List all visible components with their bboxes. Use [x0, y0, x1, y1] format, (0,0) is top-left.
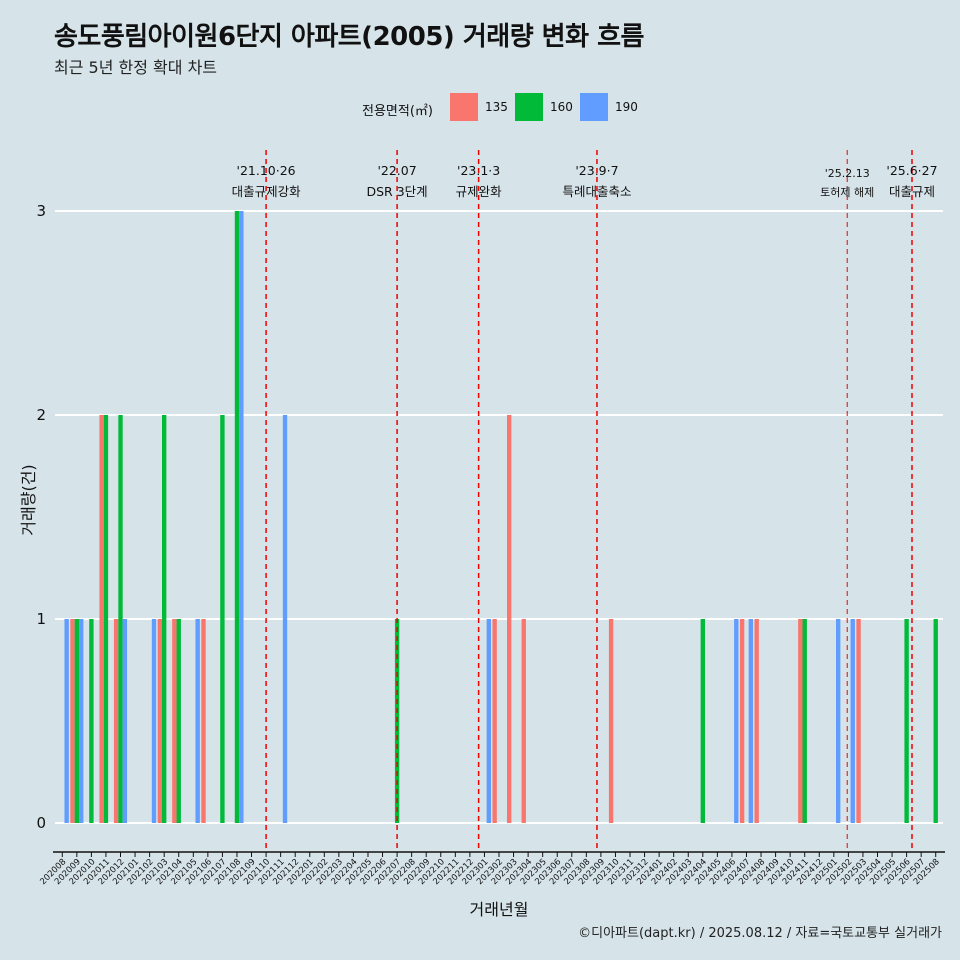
bar-135-202011 — [99, 415, 104, 823]
bar-190-202012 — [122, 619, 128, 823]
event-label-202207: DSR 3단계 — [367, 184, 428, 199]
bar-190-202009 — [79, 619, 84, 823]
bar-135-202407 — [739, 619, 745, 823]
bar-160-202010 — [89, 619, 94, 823]
event-date-202207: '22.07 — [377, 163, 416, 178]
legend-label-135: 135 — [485, 100, 508, 114]
bar-190-202102 — [151, 619, 157, 823]
y-tick-label: 3 — [36, 202, 46, 220]
bar-160-202411 — [802, 619, 807, 823]
bar-135-202503 — [856, 619, 861, 823]
event-label-202506: 대출규제 — [889, 184, 935, 199]
bar-135-202302 — [492, 619, 497, 823]
event-date-202110: '21.10·26 — [237, 163, 296, 178]
chart-title: 송도풍림아이원6단지 아파트(2005) 거래량 변화 흐름 — [54, 22, 644, 52]
bar-160-202012 — [118, 415, 123, 823]
bar-135-202303 — [507, 415, 512, 823]
chart-subtitle: 최근 5년 한정 확대 차트 — [54, 58, 218, 77]
event-label-202309: 특례대출축소 — [562, 184, 631, 199]
event-label-202110: 대출규제강화 — [232, 184, 302, 199]
legend-label-190: 190 — [615, 100, 638, 114]
bar-190-202105 — [195, 619, 200, 823]
bar-190-202407 — [748, 619, 754, 823]
source-caption: ©디아파트(dapt.kr) / 2025.08.12 / 자료=국토교통부 실… — [578, 926, 942, 941]
y-tick-label: 1 — [36, 610, 46, 628]
bar-135-202012 — [113, 619, 119, 823]
bar-160-202107 — [220, 415, 225, 823]
bar-135-202106 — [201, 619, 206, 823]
bar-135-202104 — [172, 619, 177, 823]
legend-key-190 — [580, 93, 608, 121]
event-label-202502: 토허제 해제 — [820, 185, 874, 199]
event-date-202301: '23.1·3 — [457, 163, 500, 178]
bar-135-202408 — [754, 619, 759, 823]
event-date-202506: '25.6·27 — [886, 163, 937, 178]
legend: 전용면적(㎡) 135 160 190 — [0, 92, 960, 122]
bar-160-202506 — [904, 619, 909, 823]
bar-160-202404 — [700, 619, 705, 823]
legend-label-160: 160 — [550, 100, 573, 114]
bar-160-202108 — [234, 211, 240, 823]
y-tick-label: 0 — [36, 814, 46, 832]
bar-190-202301 — [486, 619, 491, 823]
bar-190-202108 — [239, 211, 244, 823]
bar-135-202304 — [521, 619, 526, 823]
event-date-202309: '23.9·7 — [575, 163, 618, 178]
bar-160-202009 — [74, 619, 80, 823]
event-label-202301: 규제완화 — [456, 184, 503, 199]
bar-160-202011 — [103, 415, 109, 823]
legend-key-160 — [515, 93, 543, 121]
bar-135-202009 — [70, 619, 75, 823]
bar-135-202103 — [157, 619, 162, 823]
event-date-202502: '25.2.13 — [825, 167, 870, 180]
bar-135-202310 — [608, 619, 614, 823]
bar-190-202406 — [734, 619, 739, 823]
bar-190-202502 — [850, 619, 855, 823]
legend-title: 전용면적(㎡) — [362, 104, 433, 119]
bar-160-202104 — [176, 619, 181, 823]
bar-190-202501 — [836, 619, 841, 823]
y-tick-label: 2 — [36, 406, 46, 424]
legend-key-135 — [450, 93, 478, 121]
bar-190-202008 — [64, 619, 69, 823]
y-axis-title: 거래량(건) — [19, 464, 38, 535]
bar-190-202111 — [282, 415, 288, 823]
x-axis-title: 거래년월 — [470, 900, 529, 919]
bar-135-202411 — [798, 619, 803, 823]
bar-160-202103 — [161, 415, 167, 823]
bar-160-202508 — [933, 619, 938, 823]
